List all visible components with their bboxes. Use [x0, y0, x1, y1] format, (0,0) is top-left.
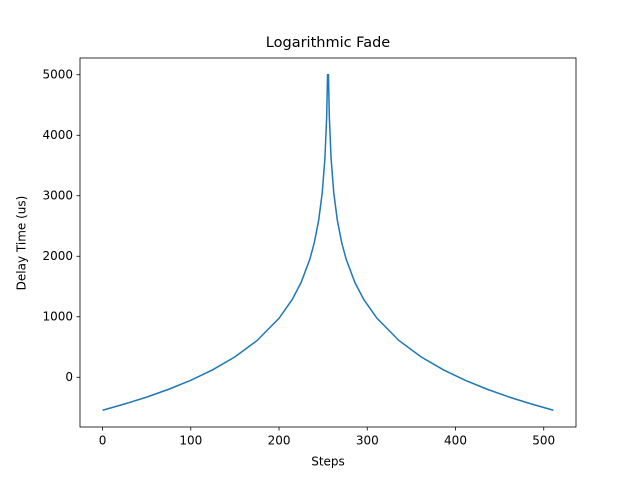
x-tick-label: 0 [99, 434, 107, 448]
x-tick-label: 400 [444, 434, 467, 448]
line-series [102, 74, 554, 411]
plot-frame [79, 57, 577, 428]
y-axis-label: Delay Time (us) [15, 196, 29, 291]
y-tick-label: 5000 [42, 67, 73, 81]
y-tick-label: 1000 [42, 309, 73, 323]
x-tick-label: 300 [356, 434, 379, 448]
x-tick-label: 100 [179, 434, 202, 448]
x-tick-label: 200 [268, 434, 291, 448]
y-tick-label: 4000 [42, 128, 73, 142]
x-tick-label: 500 [532, 434, 555, 448]
y-tick-label: 2000 [42, 249, 73, 263]
chart-title: Logarithmic Fade [266, 35, 390, 51]
y-tick-label: 3000 [42, 188, 73, 202]
x-axis-label: Steps [311, 455, 345, 469]
y-tick-label: 0 [65, 370, 73, 384]
